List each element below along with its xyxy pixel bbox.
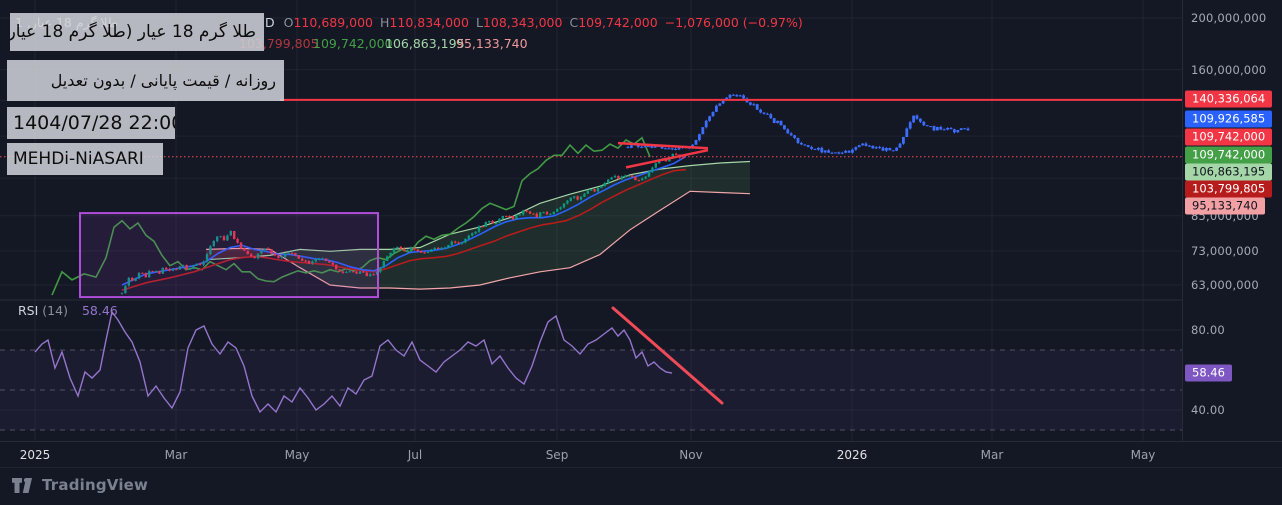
close-label: C [569,15,579,30]
rectangle-drawing [79,212,379,299]
price-badge-6: 95,133,740 [1185,197,1265,215]
time-tick-label: 2025 [19,448,51,462]
low-label: L [475,15,483,30]
ichimoku-value-2: 106,863,195 [385,36,465,51]
rsi-trendline-drawing [611,306,724,405]
rsi-line [34,310,673,414]
price-badge-0: 140,336,064 [1185,90,1273,108]
senkou-b-line [205,190,751,290]
price-tick-label: 63,000,000 [1191,277,1259,292]
author-watermark: MEHDi-NiASARI [7,143,163,175]
ichimoku-value-1: 109,742,000 [313,36,393,51]
time-tick-label: Mar [164,448,188,462]
open-label: O [283,15,294,30]
rsi-tick-label: 40.00 [1191,403,1225,417]
open-value: 110,689,000 [293,15,374,30]
datetime-watermark: 1404/07/28 22:00 [7,107,175,139]
price-tick-label: 200,000,000 [1191,11,1267,25]
time-tick-label: Sep [545,448,569,462]
ohlc-values: D O110,689,000 H110,834,000 L108,343,000… [265,15,803,30]
rsi-pane [0,306,1182,431]
close-value: 109,742,000 [578,15,658,30]
high-label: H [380,15,390,30]
bars-pattern-projection [626,93,970,155]
rsi-params: (14) [42,303,68,318]
time-tick-label: Nov [679,448,703,462]
pennant-lower-trendline [625,148,709,169]
change-value: −1,076,000 (−0.97%) [664,15,803,30]
timeframe-label[interactable]: D [265,15,275,30]
candles-real [120,152,685,295]
pennant-upper-trendline [617,141,709,150]
rsi-name: RSI [18,303,39,318]
rsi-indicator-legend[interactable]: RSI (14) 58.46 [18,303,118,318]
symbol-watermark-title: طلا گرم 18 عيار (طلا گرم 18 عيار) [10,13,264,51]
price-tick-label: 160,000,000 [1191,62,1267,77]
price-badge-3: 109,742,000 [1185,146,1273,164]
high-value: 110,834,000 [389,15,469,30]
price-badge-4: 106,863,195 [1185,163,1273,181]
time-tick-label: 2026 [836,448,868,462]
time-tick-label: Jul [407,448,423,462]
price-axis[interactable]: 200,000,000 160,000,000 85,000,000 73,000,0… [1182,0,1282,441]
tradingview-logo-icon [12,477,32,493]
low-value: 108,343,000 [482,15,563,30]
time-axis[interactable]: 2025 Mar May Jul Sep Nov 2026 Mar May [0,441,1282,468]
kijun-line [121,168,687,291]
ichimoku-value-3: 95,133,740 [456,36,528,51]
price-badge-1: 109,926,585 [1185,110,1273,128]
time-tick-label: May [1130,448,1156,462]
rsi-tick-label: 80.00 [1191,323,1225,337]
rsi-value-badge: 58.46 [1185,364,1232,382]
tradingview-branding[interactable]: TradingView [12,476,148,494]
time-tick-label: May [284,448,310,462]
timeframe-watermark: روزانه / قیمت پایانی / بدون تعدیل [7,60,284,101]
tradingview-label: TradingView [42,476,149,494]
time-tick-label: Mar [980,448,1004,462]
rsi-value: 58.46 [81,303,118,318]
price-tick-label: 73,000,000 [1191,243,1259,258]
price-badge-5: 103,799,805 [1185,180,1273,198]
price-badge-2: 109,742,000 [1185,128,1273,146]
